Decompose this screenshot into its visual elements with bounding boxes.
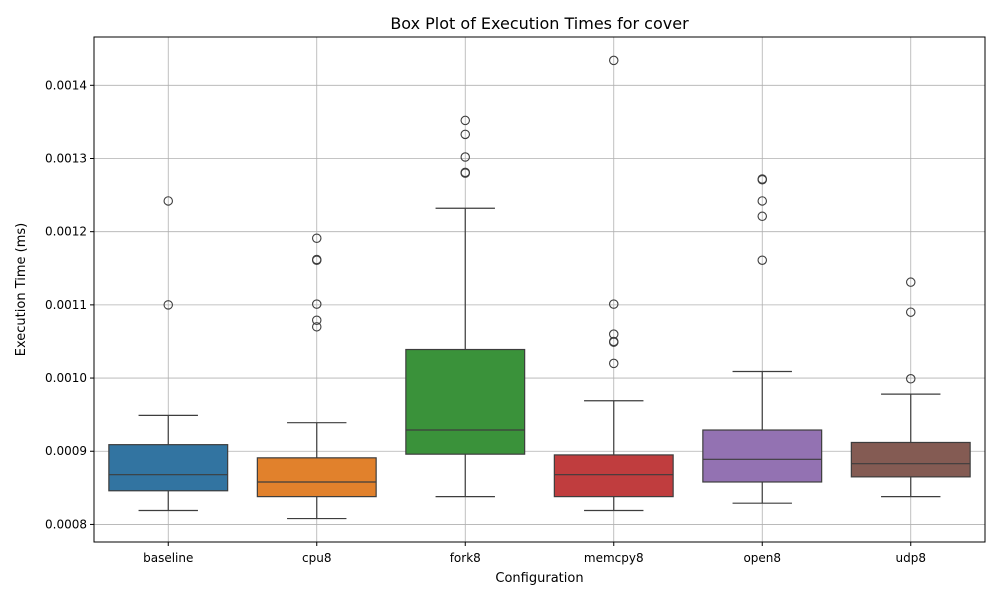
y-tick-label: 0.0009	[45, 444, 87, 458]
x-axis-label: Configuration	[495, 571, 583, 586]
outlier-point	[905, 374, 916, 384]
box-body	[256, 457, 377, 498]
box-baseline	[108, 196, 229, 512]
box-udp8	[850, 277, 971, 498]
outlier-point	[460, 167, 470, 178]
y-tick-label: 0.0010	[45, 371, 87, 385]
box-body	[702, 429, 823, 483]
outlier-point	[757, 211, 767, 222]
x-tick-label: open8	[743, 551, 781, 565]
outlier-point	[608, 336, 619, 347]
y-axis-ticks: 0.0008 0.0009 0.0010 0.0011 0.0012 0.0013 0.00…	[45, 78, 94, 531]
y-tick-label: 0.0014	[45, 78, 87, 92]
outlier-point	[460, 129, 470, 140]
outlier-point	[311, 322, 322, 332]
x-tick-label: fork8	[450, 551, 481, 565]
outlier-point	[460, 115, 470, 126]
x-axis-ticks: baseline cpu8 fork8 memcpy8 open8 udp8	[143, 542, 926, 565]
box-body	[553, 454, 674, 498]
outlier-point	[757, 174, 767, 184]
boxes	[108, 55, 971, 520]
box-open8	[702, 174, 823, 504]
outlier-point	[163, 196, 174, 206]
y-tick-label: 0.0008	[45, 517, 87, 531]
outlier-point	[608, 329, 619, 339]
x-tick-label: memcpy8	[584, 551, 644, 565]
y-tick-label: 0.0011	[45, 298, 87, 312]
box-memcpy8	[553, 55, 674, 512]
outlier-point	[311, 233, 322, 244]
plot-frame	[93, 36, 986, 543]
outlier-point	[757, 255, 767, 265]
outlier-point	[311, 315, 322, 325]
x-tick-label: baseline	[143, 551, 193, 565]
x-tick-label: cpu8	[302, 551, 331, 565]
chart-title: Box Plot of Execution Times for cover	[390, 14, 689, 33]
outlier-point	[311, 254, 322, 265]
outlier-point	[608, 358, 619, 369]
outlier-point	[608, 55, 619, 66]
outlier-point	[757, 196, 767, 206]
outlier-point	[905, 277, 916, 287]
box-body	[850, 441, 971, 478]
y-tick-label: 0.0012	[45, 225, 87, 239]
outlier-point	[608, 299, 619, 309]
box-fork8	[405, 115, 526, 498]
box-body	[405, 348, 526, 455]
outlier-point	[905, 307, 916, 317]
box-cpu8	[256, 233, 377, 520]
x-tick-label: udp8	[896, 551, 926, 565]
y-tick-label: 0.0013	[45, 151, 87, 165]
outlier-point	[460, 152, 470, 162]
box-body	[108, 444, 229, 492]
outlier-point	[311, 299, 322, 309]
y-axis-label: Execution Time (ms)	[14, 223, 29, 356]
outlier-point	[163, 300, 174, 310]
